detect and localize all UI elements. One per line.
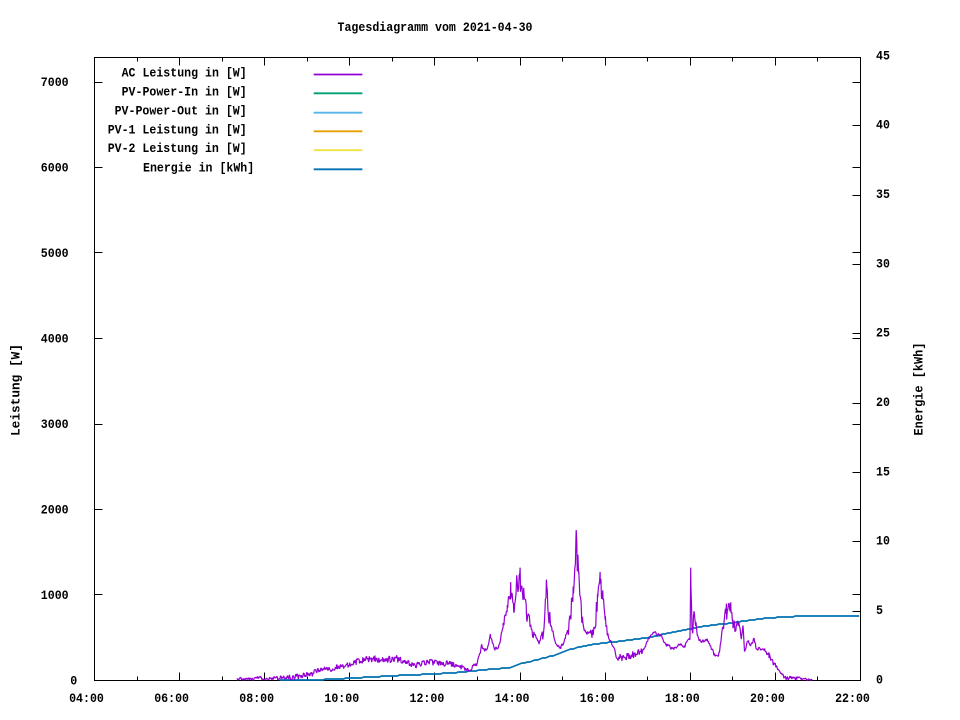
svg-text:20: 20 [876,395,890,410]
svg-text:7000: 7000 [41,75,69,90]
svg-text:20:00: 20:00 [750,691,785,706]
svg-text:4000: 4000 [41,332,69,347]
svg-text:6000: 6000 [41,161,69,176]
svg-text:Energie [kWh]: Energie [kWh] [912,343,927,436]
svg-text:Energie in [kWh]: Energie in [kWh] [143,160,254,175]
svg-text:5: 5 [876,603,883,618]
svg-text:5000: 5000 [41,246,69,261]
svg-text:AC Leistung in [W]: AC Leistung in [W] [122,66,247,81]
svg-text:06:00: 06:00 [154,691,189,706]
svg-text:15: 15 [876,464,890,479]
svg-text:16:00: 16:00 [580,691,615,706]
svg-text:45: 45 [876,48,890,63]
svg-text:10: 10 [876,534,890,549]
svg-text:04:00: 04:00 [69,691,104,706]
svg-text:0: 0 [70,674,77,689]
svg-text:PV-1 Leistung in [W]: PV-1 Leistung in [W] [108,122,247,137]
svg-text:1000: 1000 [41,588,69,603]
svg-text:PV-Power-In in [W]: PV-Power-In in [W] [122,84,247,99]
svg-text:PV-Power-Out in [W]: PV-Power-Out in [W] [115,104,247,119]
svg-text:08:00: 08:00 [239,691,274,706]
svg-text:2000: 2000 [41,503,69,518]
svg-text:Tagesdiagramm vom 2021-04-30: Tagesdiagramm vom 2021-04-30 [338,20,533,35]
svg-text:PV-2 Leistung in [W]: PV-2 Leistung in [W] [108,141,247,156]
svg-text:25: 25 [876,326,890,341]
svg-text:10:00: 10:00 [324,691,359,706]
svg-text:22:00: 22:00 [835,691,870,706]
svg-text:Leistung [W]: Leistung [W] [9,344,24,436]
svg-text:14:00: 14:00 [495,691,530,706]
svg-text:30: 30 [876,256,890,271]
svg-text:0: 0 [876,672,883,687]
svg-text:12:00: 12:00 [410,691,445,706]
svg-text:40: 40 [876,118,890,133]
svg-text:18:00: 18:00 [665,691,700,706]
svg-text:35: 35 [876,187,890,202]
svg-text:3000: 3000 [41,417,69,432]
